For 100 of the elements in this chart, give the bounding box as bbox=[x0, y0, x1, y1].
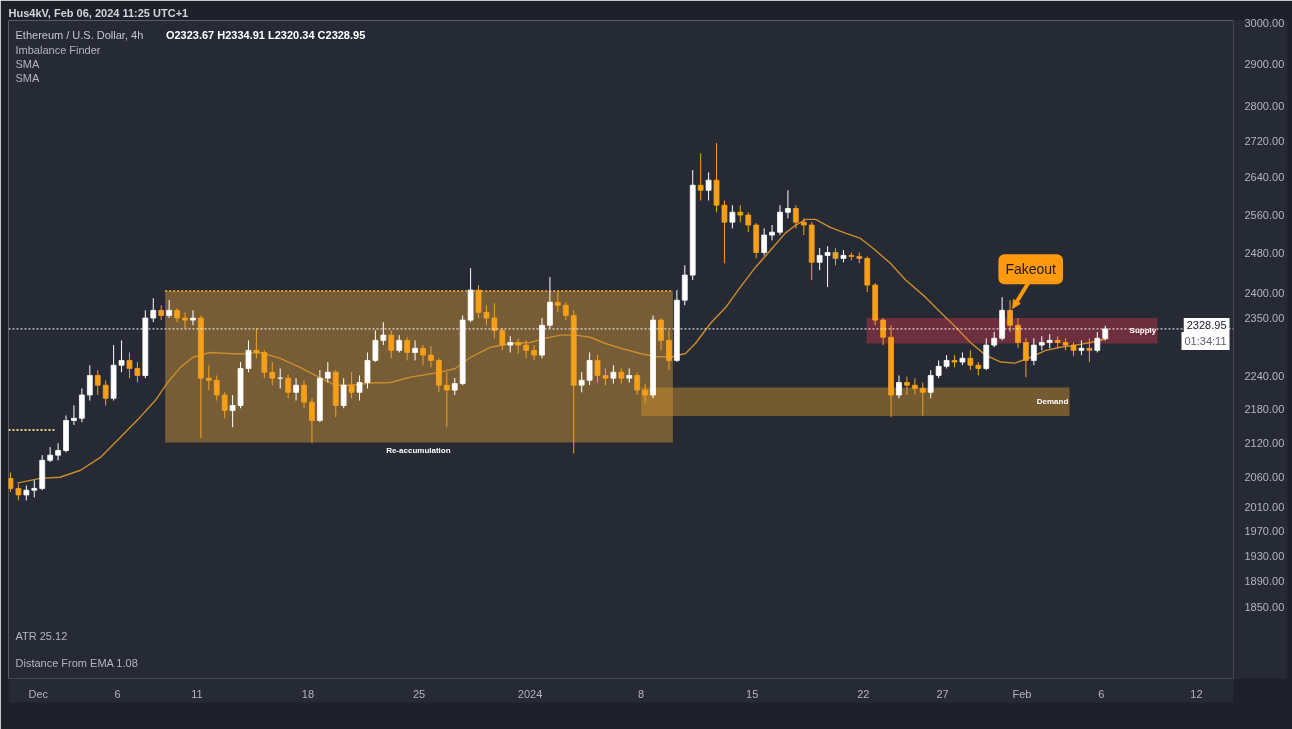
x-tick-label: 12 bbox=[1190, 687, 1203, 700]
candlestick bbox=[824, 245, 831, 288]
candlestick bbox=[761, 227, 767, 256]
candlestick bbox=[578, 371, 585, 393]
annotation: Supply bbox=[1129, 325, 1157, 335]
candlestick bbox=[745, 211, 752, 233]
y-tick-label: 2480.00 bbox=[1244, 246, 1285, 259]
x-tick-label: 25 bbox=[412, 687, 426, 700]
candlestick bbox=[166, 299, 172, 319]
x-tick-label: Feb bbox=[1012, 687, 1032, 700]
y-tick-label: 1890.00 bbox=[1244, 575, 1285, 588]
y-tick-label: 1850.00 bbox=[1244, 601, 1285, 614]
candlestick bbox=[793, 204, 799, 229]
x-tick-label: 22 bbox=[857, 687, 870, 700]
candlestick bbox=[983, 337, 990, 371]
x-tick-label: 2024 bbox=[517, 687, 543, 700]
annotation: ATR 25.12 bbox=[15, 629, 68, 642]
candlestick bbox=[269, 361, 276, 386]
y-tick-label: 3000.00 bbox=[1244, 16, 1285, 29]
candlestick bbox=[182, 311, 188, 329]
y-tick-label: 2400.00 bbox=[1244, 286, 1285, 299]
candlestick bbox=[666, 329, 672, 371]
annotation: O2323.67 H2334.91 L2320.34 C2328.95 bbox=[165, 28, 366, 41]
candlestick bbox=[816, 247, 823, 271]
y-tick-label: 2120.00 bbox=[1244, 436, 1285, 449]
candlestick bbox=[443, 371, 450, 428]
annotation: 01:34:11 bbox=[1184, 334, 1227, 347]
candlestick bbox=[86, 364, 93, 402]
candlestick bbox=[912, 377, 918, 395]
candlestick bbox=[261, 349, 268, 379]
candlestick bbox=[927, 369, 934, 399]
candlestick bbox=[348, 371, 355, 399]
x-tick-label: 8 bbox=[638, 687, 645, 700]
candlestick bbox=[531, 344, 537, 361]
candlestick bbox=[705, 171, 712, 202]
candlestick bbox=[1030, 337, 1037, 366]
ref-line-label: 2328.95 bbox=[1186, 318, 1227, 331]
y-tick-label: 2060.00 bbox=[1244, 471, 1285, 484]
annotation: Re-accumulation bbox=[386, 445, 451, 455]
candlestick bbox=[697, 152, 704, 202]
candlestick bbox=[721, 200, 728, 264]
candlestick bbox=[213, 374, 220, 402]
candlestick bbox=[1015, 317, 1021, 349]
y-tick-label: 2900.00 bbox=[1244, 57, 1285, 70]
annotation: Distance From EMA 1.08 bbox=[15, 656, 138, 669]
y-tick-label: 2800.00 bbox=[1244, 100, 1285, 113]
candlestick bbox=[491, 302, 498, 339]
x-tick-label: 27 bbox=[936, 687, 949, 700]
candlestick bbox=[205, 364, 212, 391]
text: Hus4kV, Feb 06, 2024 11:25 UTC+1 bbox=[8, 6, 189, 19]
candlestick bbox=[309, 397, 315, 444]
candlestick bbox=[253, 327, 260, 359]
candlestick bbox=[769, 224, 775, 241]
x-tick-label: 6 bbox=[114, 687, 121, 700]
y-tick-label: 2560.00 bbox=[1244, 208, 1285, 221]
candlestick bbox=[785, 189, 791, 219]
candlestick bbox=[586, 351, 593, 386]
x-tick-label: 11 bbox=[191, 687, 203, 700]
candlestick bbox=[967, 349, 974, 371]
candlestick bbox=[190, 309, 196, 326]
annotation: Imbalance Finder bbox=[15, 43, 101, 56]
annotation: SMA bbox=[15, 57, 40, 70]
annotation: Fakeout bbox=[1005, 261, 1057, 278]
candlestick bbox=[79, 387, 85, 423]
candlestick bbox=[412, 339, 418, 361]
candlestick bbox=[919, 381, 926, 416]
x-tick-label: 15 bbox=[746, 687, 759, 700]
annotation: Demand bbox=[1036, 397, 1069, 406]
y-tick-label: 2640.00 bbox=[1244, 171, 1285, 184]
candlestick bbox=[47, 446, 54, 463]
candlestick bbox=[642, 383, 648, 404]
candlestick bbox=[221, 391, 228, 419]
candlestick bbox=[634, 371, 641, 396]
candlestick bbox=[340, 377, 347, 409]
x-tick-label: Dec bbox=[28, 687, 49, 700]
y-tick-label: 2350.00 bbox=[1244, 312, 1285, 325]
candlestick bbox=[904, 376, 910, 396]
candlestick bbox=[610, 364, 617, 385]
candlestick bbox=[388, 329, 395, 359]
candlestick bbox=[118, 339, 125, 373]
candlestick bbox=[420, 344, 426, 366]
text: Ethereum / U.S. Dollar, 4h bbox=[15, 28, 144, 41]
candlestick bbox=[71, 404, 77, 426]
candlestick bbox=[324, 361, 331, 383]
y-tick-label: 1930.00 bbox=[1244, 550, 1285, 563]
candlestick bbox=[1086, 337, 1093, 363]
candlestick bbox=[285, 373, 291, 399]
candlestick bbox=[777, 204, 783, 236]
y-tick-label: 1970.00 bbox=[1244, 525, 1285, 538]
candlestick bbox=[880, 317, 886, 346]
y-tick-label: 2240.00 bbox=[1244, 369, 1285, 382]
candlestick bbox=[896, 374, 902, 399]
x-tick-label: 6 bbox=[1098, 687, 1105, 700]
candlestick bbox=[555, 291, 561, 313]
candlestick bbox=[1094, 331, 1101, 353]
candlestick bbox=[523, 339, 529, 359]
candlestick bbox=[404, 336, 410, 361]
candlestick bbox=[301, 379, 307, 409]
line-series bbox=[16, 218, 1110, 484]
candlestick bbox=[428, 345, 434, 368]
